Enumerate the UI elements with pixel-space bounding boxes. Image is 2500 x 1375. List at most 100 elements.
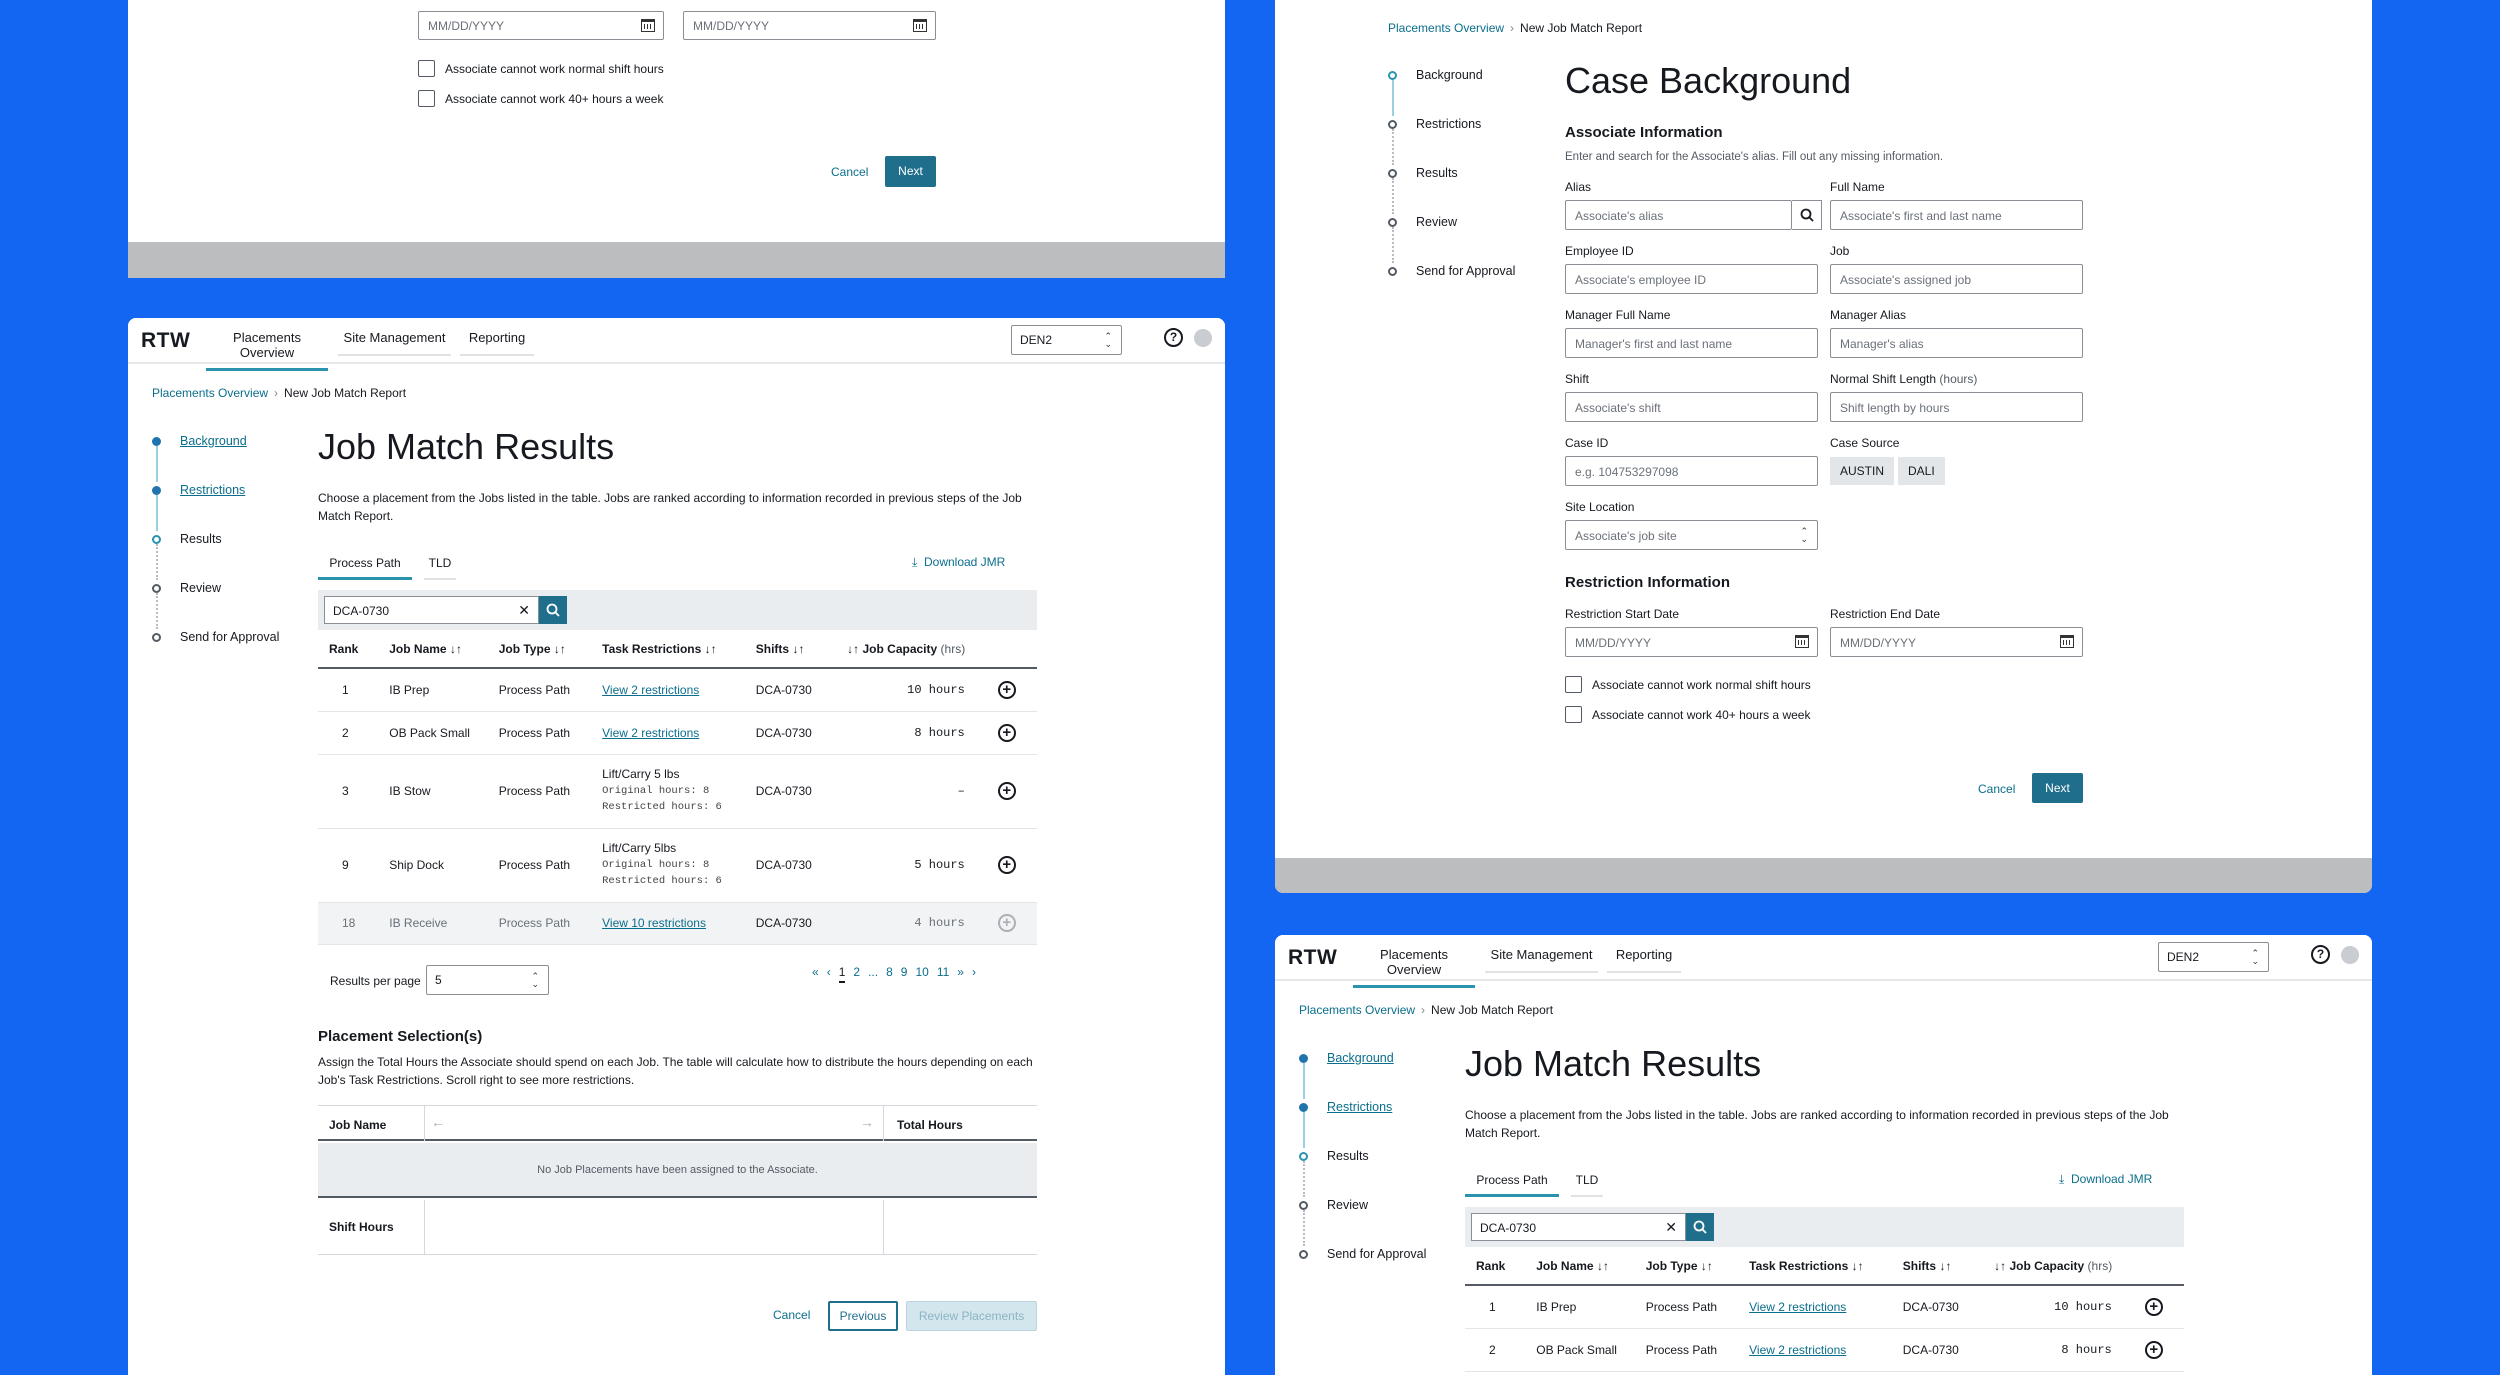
checkbox-box[interactable]: [1565, 706, 1582, 723]
avatar[interactable]: [1194, 329, 1212, 347]
nav-placements-overview[interactable]: Placements Overview: [206, 330, 328, 371]
add-circle-icon[interactable]: +: [997, 914, 1016, 932]
view-restrictions-link[interactable]: View 10 restrictions: [602, 916, 706, 930]
site-location-select[interactable]: Associate's job site ⌃ ⌄: [1565, 520, 1818, 550]
add-circle-icon[interactable]: +: [997, 782, 1016, 800]
breadcrumb-placements-overview[interactable]: Placements Overview: [152, 386, 269, 400]
sort-icon[interactable]: ↓↑: [1994, 1258, 2007, 1273]
add-circle-icon[interactable]: +: [2144, 1297, 2163, 1316]
last-page-icon[interactable]: »: [957, 965, 964, 979]
calendar-icon[interactable]: [641, 19, 655, 32]
download-jmr-button[interactable]: ⤓ Download JMR: [912, 555, 1006, 569]
scroll-left-icon[interactable]: ←: [431, 1114, 445, 1130]
filter-input[interactable]: DCA-0730 ✕: [324, 596, 539, 624]
add-circle-icon[interactable]: +: [997, 856, 1016, 874]
case-source-austin[interactable]: AUSTIN: [1830, 457, 1895, 485]
col-shifts[interactable]: Shifts ↓↑: [1891, 1247, 1984, 1286]
view-restrictions-link[interactable]: View 2 restrictions: [602, 725, 700, 740]
add-circle-icon[interactable]: +: [2144, 1340, 2163, 1359]
col-job-name[interactable]: Job Name ↓↑: [378, 630, 488, 669]
first-page-icon[interactable]: «: [812, 965, 819, 979]
sort-icon[interactable]: ↓↑: [704, 641, 717, 656]
checkbox-box[interactable]: [1565, 676, 1582, 693]
clear-icon[interactable]: ✕: [518, 602, 530, 618]
case-id-input[interactable]: e.g. 104753297098: [1565, 456, 1818, 486]
help-icon[interactable]: ?: [2311, 945, 2330, 964]
alias-search-button[interactable]: [1792, 200, 1822, 230]
checkbox-box[interactable]: [418, 90, 435, 107]
calendar-icon[interactable]: [913, 19, 927, 32]
breadcrumb-placements-overview[interactable]: Placements Overview: [1299, 1003, 1416, 1017]
previous-button[interactable]: Previous: [828, 1301, 898, 1331]
page-2[interactable]: 2: [853, 965, 861, 979]
site-select[interactable]: DEN2 ⌃ ⌄: [2158, 942, 2269, 972]
alias-input[interactable]: Associate's alias: [1565, 200, 1792, 230]
results-per-page-select[interactable]: 5 ⌃ ⌄: [426, 965, 549, 995]
calendar-icon[interactable]: [1795, 635, 1809, 648]
next-button[interactable]: Next: [2032, 773, 2083, 803]
download-jmr-button[interactable]: ⤓ Download JMR: [2059, 1172, 2153, 1186]
col-job-name[interactable]: Job Name ↓↑: [1525, 1247, 1635, 1286]
nav-placements-overview[interactable]: Placements Overview: [1353, 947, 1475, 988]
tab-process-path[interactable]: Process Path: [1465, 1173, 1559, 1197]
calendar-icon[interactable]: [2060, 635, 2074, 648]
search-button[interactable]: [1686, 1213, 1714, 1241]
filter-input[interactable]: DCA-0730 ✕: [1471, 1213, 1686, 1241]
page-8[interactable]: 8: [886, 965, 893, 979]
next-button[interactable]: Next: [885, 156, 936, 187]
search-button[interactable]: [539, 596, 567, 624]
restriction-start-date-input[interactable]: MM/DD/YYYY: [1565, 627, 1818, 657]
restriction-start-date-input[interactable]: MM/DD/YYYY: [418, 11, 664, 40]
col-job-type[interactable]: Job Type ↓↑: [487, 630, 592, 669]
case-source-dali[interactable]: DALI: [1898, 457, 1945, 485]
page-10[interactable]: 10: [915, 965, 929, 979]
sort-icon[interactable]: ↓↑: [1700, 1258, 1713, 1273]
sort-icon[interactable]: ↓↑: [1596, 1258, 1609, 1273]
col-shifts[interactable]: Shifts ↓↑: [744, 630, 837, 669]
cancel-button[interactable]: Cancel: [1978, 782, 2016, 796]
view-restrictions-link[interactable]: View 2 restrictions: [602, 682, 700, 697]
col-task-restrictions[interactable]: Task Restrictions ↓↑: [1738, 1247, 1892, 1286]
view-restrictions-link[interactable]: View 2 restrictions: [1749, 1299, 1847, 1314]
col-task-restrictions[interactable]: Task Restrictions ↓↑: [591, 630, 745, 669]
sort-icon[interactable]: ↓↑: [792, 641, 805, 656]
col-job-type[interactable]: Job Type ↓↑: [1634, 1247, 1739, 1286]
restriction-end-date-input[interactable]: MM/DD/YYYY: [1830, 627, 2083, 657]
tab-process-path[interactable]: Process Path: [318, 556, 412, 580]
page-9[interactable]: 9: [900, 965, 908, 979]
nav-reporting[interactable]: Reporting: [460, 330, 534, 356]
add-circle-icon[interactable]: +: [997, 680, 1016, 699]
full-name-input[interactable]: Associate's first and last name: [1830, 200, 2083, 230]
sort-icon[interactable]: ↓↑: [553, 641, 566, 656]
col-job-capacity[interactable]: ↓↑ Job Capacity (hrs): [1983, 1247, 2134, 1286]
sort-icon[interactable]: ↓↑: [1939, 1258, 1952, 1273]
avatar[interactable]: [2341, 946, 2359, 964]
sort-icon[interactable]: ↓↑: [847, 641, 860, 656]
clear-icon[interactable]: ✕: [1665, 1219, 1677, 1235]
cancel-button[interactable]: Cancel: [773, 1308, 811, 1322]
shift-input[interactable]: Associate's shift: [1565, 392, 1818, 422]
shift-length-input[interactable]: Shift length by hours: [1830, 392, 2083, 422]
prev-page-icon[interactable]: ‹: [826, 965, 831, 979]
site-select[interactable]: DEN2 ⌃ ⌄: [1011, 325, 1122, 355]
restriction-end-date-input[interactable]: MM/DD/YYYY: [683, 11, 936, 40]
nav-site-management[interactable]: Site Management: [338, 330, 451, 356]
sort-icon[interactable]: ↓↑: [449, 641, 462, 656]
next-page-icon[interactable]: ›: [971, 965, 976, 979]
checkbox-box[interactable]: [418, 60, 435, 77]
scroll-right-icon[interactable]: →: [860, 1114, 874, 1130]
view-restrictions-link[interactable]: View 2 restrictions: [1749, 1342, 1847, 1357]
manager-full-name-input[interactable]: Manager's first and last name: [1565, 328, 1818, 358]
sort-icon[interactable]: ↓↑: [1851, 1258, 1864, 1273]
nav-site-management[interactable]: Site Management: [1485, 947, 1598, 973]
job-input[interactable]: Associate's assigned job: [1830, 264, 2083, 294]
page-1[interactable]: 1: [838, 965, 846, 983]
employee-id-input[interactable]: Associate's employee ID: [1565, 264, 1818, 294]
cancel-button[interactable]: Cancel: [831, 165, 869, 179]
manager-alias-input[interactable]: Manager's alias: [1830, 328, 2083, 358]
page-11[interactable]: 11: [936, 965, 950, 979]
breadcrumb-placements-overview[interactable]: Placements Overview: [1388, 21, 1505, 35]
nav-reporting[interactable]: Reporting: [1607, 947, 1681, 973]
help-icon[interactable]: ?: [1164, 328, 1183, 347]
tab-tld[interactable]: TLD: [424, 556, 456, 580]
